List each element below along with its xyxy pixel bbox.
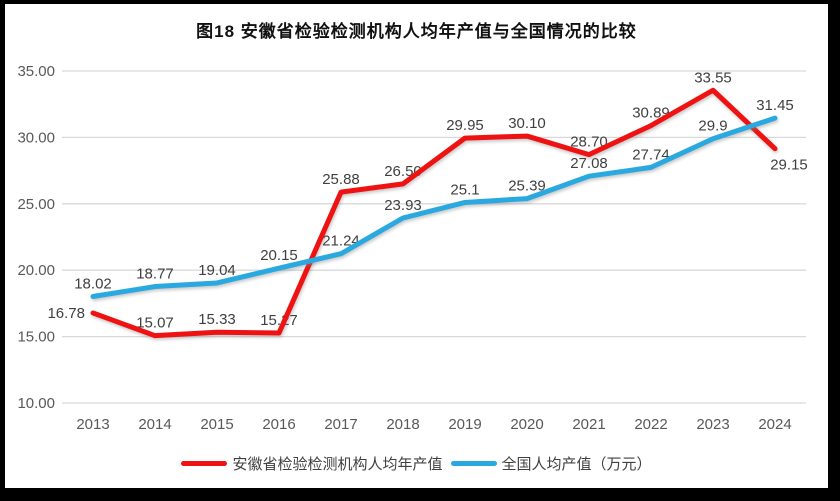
x-tick-label: 2022 <box>634 416 667 433</box>
legend-line-swatch-red <box>181 461 228 466</box>
data-label: 28.70 <box>570 134 608 151</box>
series-line-anhui <box>90 87 778 339</box>
x-tick-label: 2013 <box>76 416 109 433</box>
legend-item-anhui: 安徽省检验检测机构人均年产值 <box>181 453 443 474</box>
x-tick-label: 2016 <box>262 416 295 433</box>
y-tick-label: 10.00 <box>17 395 55 412</box>
data-label: 20.15 <box>260 247 298 264</box>
legend-label-anhui: 安徽省检验检测机构人均年产值 <box>232 456 443 473</box>
data-label: 29.15 <box>770 157 808 174</box>
data-label: 27.74 <box>632 146 670 163</box>
data-label: 19.04 <box>198 262 236 279</box>
x-tick-label: 2018 <box>386 416 419 433</box>
data-label: 33.55 <box>694 69 732 86</box>
data-label: 15.33 <box>198 311 236 328</box>
data-label: 25.1 <box>450 181 479 198</box>
line-chart: 10.00 15.00 20.00 25.00 30.00 35.00 2013 2014 20… <box>17 63 808 433</box>
legend: 安徽省检验检测机构人均年产值 全国人均产值（万元） <box>5 453 828 474</box>
chart-title: 图18 安徽省检验检测机构人均年产值与全国情况的比较 <box>196 22 637 41</box>
data-label: 30.10 <box>508 115 546 132</box>
data-label: 27.08 <box>570 155 608 172</box>
data-label: 23.93 <box>384 197 422 214</box>
x-tick-label: 2017 <box>324 416 357 433</box>
legend-label-national: 全国人均产值（万元） <box>501 456 652 473</box>
y-tick-label: 35.00 <box>17 63 55 80</box>
data-label: 15.07 <box>136 315 174 332</box>
series-line-national <box>90 115 778 299</box>
y-tick-label: 25.00 <box>17 196 55 213</box>
y-tick-label: 15.00 <box>17 329 55 346</box>
data-label: 29.95 <box>446 117 484 134</box>
data-label: 15.27 <box>260 312 298 329</box>
x-tick-label: 2014 <box>138 416 171 433</box>
legend-item-national: 全国人均产值（万元） <box>450 453 652 474</box>
x-tick-label: 2019 <box>448 416 481 433</box>
data-label: 18.02 <box>74 275 112 292</box>
x-tick-label: 2024 <box>758 416 791 433</box>
y-tick-label: 20.00 <box>17 262 55 279</box>
chart-area: 图18 安徽省检验检测机构人均年产值与全国情况的比较 10.00 15.00 20.… <box>5 4 828 488</box>
y-tick-label: 30.00 <box>17 129 55 146</box>
x-tick-label: 2023 <box>696 416 729 433</box>
data-label: 29.9 <box>698 118 727 135</box>
data-label: 18.77 <box>136 266 174 283</box>
x-tick-label: 2015 <box>200 416 233 433</box>
data-label: 31.45 <box>756 97 794 114</box>
data-label: 25.88 <box>322 171 360 188</box>
x-tick-label: 2021 <box>572 416 605 433</box>
legend-line-swatch-blue <box>450 461 497 466</box>
data-label: 25.39 <box>508 178 546 195</box>
data-label: 30.89 <box>632 105 670 122</box>
data-label: 16.78 <box>47 305 85 322</box>
x-tick-label: 2020 <box>510 416 543 433</box>
